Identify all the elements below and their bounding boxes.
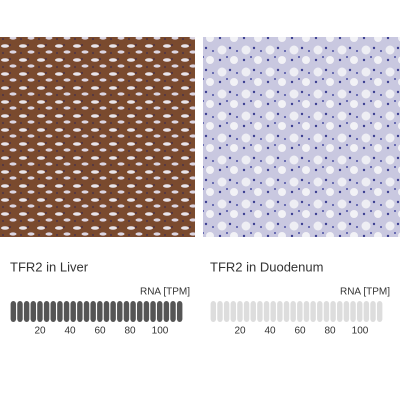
tpm-segment <box>263 301 270 322</box>
tpm-segment <box>143 301 150 322</box>
tpm-segment <box>90 301 96 322</box>
tpm-segment <box>283 301 290 322</box>
tpm-segment <box>317 301 323 322</box>
tpm-segment <box>376 301 383 322</box>
tpm-segment <box>63 301 70 322</box>
tpm-segment <box>10 301 17 322</box>
tpm-segment <box>77 301 83 322</box>
tpm-segment <box>217 301 223 322</box>
caption: TFR2 in Liver <box>10 259 89 274</box>
tick-label: 40 <box>264 326 276 337</box>
tpm-segment <box>50 301 56 322</box>
tpm-segment <box>343 301 350 322</box>
tpm-segment <box>137 301 143 322</box>
tpm-segment <box>250 301 256 322</box>
tpm-segment <box>230 301 237 322</box>
tpm-segment <box>350 301 356 322</box>
tpm-segment <box>257 301 263 322</box>
tpm-segment <box>370 301 376 322</box>
liver-image <box>0 37 195 237</box>
tpm-segment <box>163 301 170 322</box>
tpm-segment <box>17 301 23 322</box>
caption: TFR2 in Duodenum <box>210 259 323 274</box>
tpm-segment <box>57 301 63 322</box>
tpm-segment <box>130 301 136 322</box>
tick-label: 100 <box>152 326 169 337</box>
tpm-segment <box>170 301 176 322</box>
tpm-segment <box>150 301 156 322</box>
tpm-segment <box>297 301 303 322</box>
tick-label: 20 <box>34 326 46 337</box>
tick-label: 80 <box>324 326 336 337</box>
tpm-segment <box>70 301 76 322</box>
tpm-segment <box>290 301 296 322</box>
tick-label: 100 <box>352 326 369 337</box>
tpm-segment <box>37 301 43 322</box>
tpm-segment <box>363 301 370 322</box>
tick-label: 80 <box>124 326 136 337</box>
tpm-segment <box>243 301 250 322</box>
tpm-segment <box>310 301 316 322</box>
rna-label: RNA [TPM] <box>340 287 390 298</box>
tpm-segment <box>303 301 310 322</box>
tpm-segment <box>323 301 330 322</box>
rna-label: RNA [TPM] <box>140 287 190 298</box>
tpm-segment <box>223 301 230 322</box>
tpm-segment <box>356 301 363 322</box>
tpm-segment <box>103 301 110 322</box>
tpm-segment <box>97 301 103 322</box>
tpm-segment <box>23 301 30 322</box>
tpm-segment <box>117 301 123 322</box>
tpm-segment <box>110 301 116 322</box>
tick-label: 20 <box>234 326 246 337</box>
tpm-segment <box>176 301 183 322</box>
tick-label: 60 <box>94 326 106 337</box>
tpm-segment <box>330 301 336 322</box>
tpm-segment <box>123 301 130 322</box>
tpm-segment <box>83 301 90 322</box>
tpm-segment <box>43 301 50 322</box>
tpm-segment <box>156 301 163 322</box>
tick-label: 60 <box>294 326 306 337</box>
tpm-segment <box>270 301 276 322</box>
tpm-segment <box>30 301 37 322</box>
tpm-segment <box>237 301 243 322</box>
duodenum-image <box>203 37 400 237</box>
tpm-segment <box>277 301 283 322</box>
tick-label: 40 <box>64 326 76 337</box>
tpm-segment <box>337 301 343 322</box>
tpm-segment <box>210 301 217 322</box>
